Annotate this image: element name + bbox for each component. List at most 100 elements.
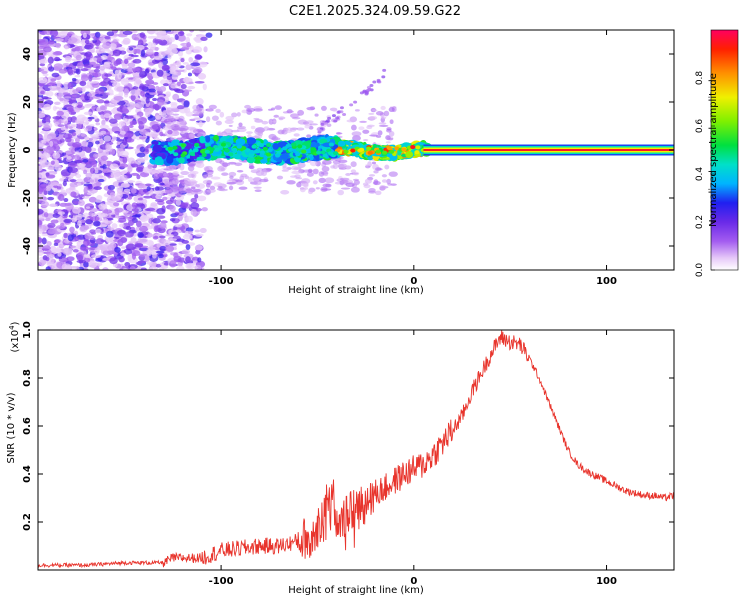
- spectrogram-noise-cell: [99, 81, 109, 87]
- spectrogram-band-cell: [235, 138, 246, 146]
- spectrogram-noise-cell: [100, 165, 105, 169]
- spectrogram-noise-cell: [129, 89, 140, 96]
- spectrogram-haze-cell: [330, 165, 336, 169]
- spectrogram-noise-cell: [68, 37, 78, 43]
- spectrogram-haze-cell: [306, 106, 316, 111]
- spectrogram-noise-cell: [107, 184, 115, 191]
- spectrogram-peak-cell: [194, 142, 200, 147]
- spectrogram-haze-cell: [364, 178, 372, 184]
- spectrogram-noise-cell: [144, 107, 153, 115]
- spectrogram-haze-cell: [186, 126, 197, 131]
- spectrogram-noise-cell: [72, 61, 79, 66]
- spectrogram-noise-cell: [38, 157, 42, 160]
- spectrogram-noise-cell: [156, 250, 165, 254]
- spectrogram-noise-cell: [138, 247, 149, 252]
- spectrogram-haze-cell: [180, 170, 190, 176]
- spectrogram-noise-cell: [201, 207, 208, 212]
- spectrogram-noise-cell: [63, 239, 70, 244]
- spectrogram-noise-cell: [49, 30, 59, 37]
- snr-y-scale-suffix: ): [10, 321, 21, 325]
- spectrogram-noise-cell: [93, 68, 100, 73]
- spectrogram-noise-cell: [152, 253, 157, 259]
- spectrogram-noise-cell: [131, 163, 139, 168]
- spectrogram-noise-cell: [127, 157, 135, 164]
- spectrogram-noise-cell: [137, 238, 143, 244]
- spectrogram-noise-cell: [101, 55, 108, 60]
- spectrogram-noise-cell: [44, 146, 55, 154]
- spectrogram-noise-cell: [154, 55, 163, 61]
- spectrogram-peak-cell: [214, 147, 220, 152]
- spectrogram-band-cell: [319, 138, 328, 144]
- spectrogram-haze-cell: [336, 132, 343, 135]
- snr-y-tick-label: 0.4: [22, 465, 33, 483]
- spectrogram-noise-cell: [159, 222, 167, 229]
- spectrogram-noise-cell: [133, 37, 140, 41]
- spectrogram-noise-cell: [83, 111, 93, 116]
- spectrogram-haze-cell: [261, 120, 269, 125]
- spectrogram-noise-cell: [117, 73, 122, 80]
- spectrogram-band-cell: [272, 142, 279, 150]
- spectrogram-noise-cell: [87, 116, 95, 120]
- spectrogram-noise-cell: [104, 149, 109, 157]
- spectrogram-noise-cell: [116, 185, 124, 193]
- spectrogram-noise-cell: [106, 104, 116, 108]
- spectrogram-noise-cell: [149, 92, 156, 96]
- spectrogram-noise-cell: [108, 89, 114, 95]
- spectrogram-haze-cell: [307, 189, 314, 195]
- spectrogram-haze-cell: [295, 177, 303, 180]
- spectrogram-band-cell: [246, 156, 256, 164]
- spectrogram-noise-cell: [41, 233, 50, 237]
- spectrogram-noise-cell: [69, 97, 77, 103]
- spectrogram-haze-cell: [206, 188, 216, 193]
- spectrogram-noise-cell: [79, 246, 90, 251]
- spectrogram-noise-cell: [129, 120, 138, 126]
- spectrogram-haze-cell: [353, 171, 360, 176]
- spectrogram-haze-cell: [318, 177, 326, 184]
- spectrogram-noise-cell: [38, 220, 43, 226]
- spectrogram-peak-cell: [224, 148, 230, 153]
- spectrogram-noise-cell: [52, 213, 60, 218]
- spectrogram-peak-cell: [236, 144, 242, 149]
- spectrogram-haze-cell: [168, 165, 174, 169]
- spectrogram-haze-cell: [322, 159, 332, 165]
- spectrogram-haze-cell: [321, 105, 327, 111]
- spectrogram-haze-cell: [236, 112, 241, 117]
- spectrogram-noise-cell: [77, 163, 87, 167]
- spectrogram-band-cell: [178, 157, 185, 164]
- spectrogram-noise-cell: [113, 202, 120, 207]
- spectrogram-haze-cell: [253, 186, 262, 189]
- spectrogram-noise-cell: [76, 104, 83, 109]
- spectrogram-noise-cell: [82, 32, 87, 39]
- spectrogram-haze-cell: [345, 182, 355, 188]
- spectrogram-y-tick-label: -20: [22, 189, 33, 207]
- snr-x-tick-label: 0: [410, 576, 417, 587]
- spectrogram-noise-cell: [131, 67, 141, 72]
- spectrogram-haze-cell: [205, 116, 211, 123]
- spectrogram-noise-cell: [38, 259, 47, 266]
- spectrogram-noise-cell: [38, 33, 42, 40]
- spectrogram-noise-cell: [99, 105, 106, 111]
- spectrogram-haze-cell: [179, 187, 188, 194]
- spectrogram-noise-cell: [40, 90, 45, 95]
- spectrogram-peak-cell: [282, 146, 288, 151]
- spectrogram-noise-cell: [148, 266, 157, 270]
- spectrogram-haze-cell: [165, 121, 175, 126]
- spectrogram-noise-cell: [121, 210, 129, 214]
- spectrogram-noise-cell: [55, 42, 61, 49]
- spectrogram-noise-cell: [131, 214, 141, 218]
- spectrogram-noise-cell: [71, 77, 77, 82]
- spectrogram-noise-cell: [141, 198, 148, 205]
- spectrogram-noise-cell: [147, 35, 158, 39]
- spectrogram-noise-cell: [185, 49, 193, 55]
- spectrogram-noise-cell: [39, 164, 46, 168]
- spectrogram-y-tick-label: -40: [22, 237, 33, 255]
- spectrogram-noise-cell: [136, 194, 142, 197]
- spectrogram-band-cell: [245, 137, 257, 145]
- spectrogram-haze-cell: [172, 170, 179, 176]
- spectrogram-noise-cell: [145, 183, 152, 187]
- spectrogram-noise-cell: [54, 101, 61, 105]
- spectrogram-haze-cell: [306, 172, 314, 177]
- spectrogram-noise-cell: [186, 42, 191, 48]
- spectrogram-noise-cell: [185, 111, 193, 117]
- spectrogram-noise-cell: [121, 125, 129, 133]
